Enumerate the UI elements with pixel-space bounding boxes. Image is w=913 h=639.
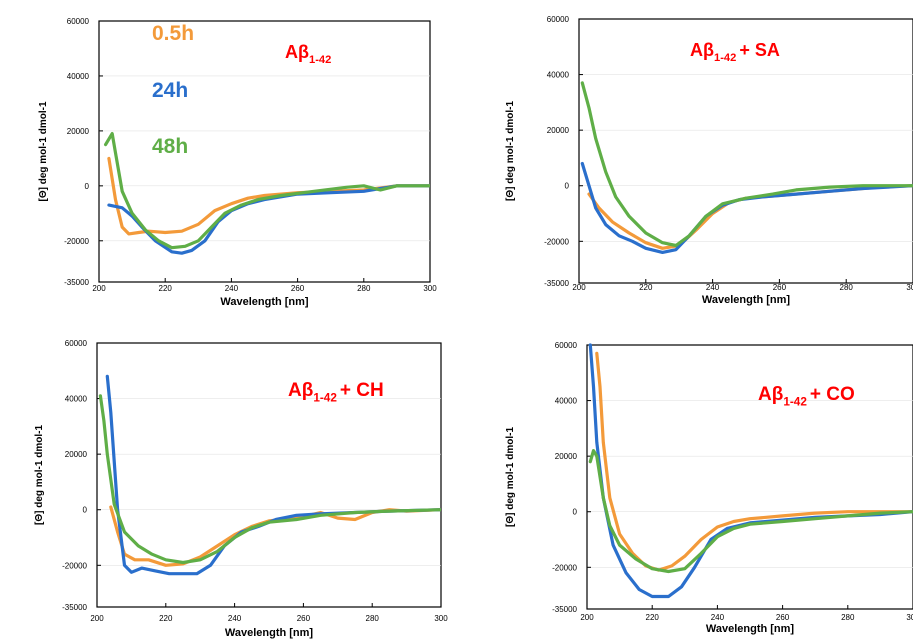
series-line-48h xyxy=(98,394,441,565)
series-line-24h xyxy=(105,374,441,576)
x-tick-label: 220 xyxy=(159,284,173,293)
y-tick-label: 20000 xyxy=(65,450,88,459)
x-axis-label: Wavelength [nm] xyxy=(702,294,791,306)
panel-title: Aβ1-42 xyxy=(285,42,331,66)
y-axis-label: [Θ] deg mol-1 dmol-1 xyxy=(34,425,45,525)
y-tick-label: -20000 xyxy=(62,561,87,570)
x-axis-label: Wavelength [nm] xyxy=(220,296,309,308)
series-group xyxy=(98,374,441,576)
x-tick-label: 240 xyxy=(711,613,725,622)
x-tick-label: 280 xyxy=(357,284,371,293)
y-tick-label: 0 xyxy=(85,182,90,191)
x-tick-label: 260 xyxy=(291,284,305,293)
series-line-48h xyxy=(580,81,913,248)
y-tick-label: 60000 xyxy=(547,15,570,24)
y-tick-label: 20000 xyxy=(547,126,570,135)
x-tick-label: 200 xyxy=(92,284,106,293)
x-tick-label: 200 xyxy=(90,614,104,623)
y-axis-label: [Θ] deg mol-1 dmol-1 xyxy=(505,101,516,201)
y-tick-label: 40000 xyxy=(555,397,578,406)
x-tick-label: 300 xyxy=(423,284,437,293)
chart-panel-2: -35000 -20000 0 20000 40000 60000 200 220 240 260… xyxy=(505,15,913,306)
y-tick-label: -20000 xyxy=(552,563,577,572)
y-tick-label: 60000 xyxy=(67,17,90,26)
panel-title: Aβ1-42 + SA xyxy=(690,40,780,64)
x-tick-label: 260 xyxy=(297,614,311,623)
plot-frame xyxy=(98,20,431,283)
series-line-48h xyxy=(104,132,430,250)
x-axis-label: Wavelength [nm] xyxy=(225,627,314,639)
x-tick-label: 260 xyxy=(773,283,787,292)
panel-title: Aβ1-42 + CO xyxy=(758,384,855,408)
x-tick-label: 280 xyxy=(366,614,380,623)
y-tick-label: 20000 xyxy=(555,452,578,461)
x-tick-label: 200 xyxy=(572,283,586,292)
series-group xyxy=(104,132,430,255)
x-tick-label: 220 xyxy=(159,614,173,623)
plot-frame xyxy=(96,342,442,608)
y-tick-label: 0 xyxy=(83,506,88,515)
chart-panel-1: -35000 -20000 0 20000 40000 60000 200 220 240 260… xyxy=(38,17,437,308)
series-line-24h xyxy=(580,161,913,254)
y-tick-label: 0 xyxy=(565,182,570,191)
y-tick-label: 20000 xyxy=(67,127,90,136)
x-tick-label: 280 xyxy=(840,283,854,292)
x-tick-label: 220 xyxy=(646,613,660,622)
x-tick-label: 280 xyxy=(841,613,855,622)
y-tick-label: -35000 xyxy=(62,603,87,612)
panel-title: Aβ1-42 + CH xyxy=(288,380,384,404)
series-group xyxy=(580,81,913,254)
y-tick-label: 0 xyxy=(573,508,578,517)
y-tick-label: 60000 xyxy=(65,339,88,348)
y-tick-label: -35000 xyxy=(552,605,577,614)
y-tick-label: 40000 xyxy=(65,395,88,404)
legend: 0.5h 24h 48h xyxy=(152,22,194,158)
y-tick-label: -20000 xyxy=(544,237,569,246)
legend-entry-48h: 48h xyxy=(152,135,188,158)
legend-entry-24h: 24h xyxy=(152,79,188,102)
chart-panel-4: -35000 -20000 0 20000 40000 60000 200 220 240 260… xyxy=(505,341,913,635)
y-axis-label: [Θ] deg mol-1 dmol-1 xyxy=(505,427,516,527)
series-line-0.5h xyxy=(587,184,913,250)
x-tick-label: 200 xyxy=(580,613,594,622)
x-axis-label: Wavelength [nm] xyxy=(706,623,795,635)
series-line-0.5h xyxy=(595,351,913,572)
x-tick-label: 240 xyxy=(225,284,239,293)
x-tick-label: 300 xyxy=(906,283,913,292)
x-tick-label: 260 xyxy=(776,613,790,622)
y-tick-label: 40000 xyxy=(67,72,90,81)
x-tick-label: 300 xyxy=(906,613,913,622)
plot-frame xyxy=(578,18,913,284)
x-tick-label: 220 xyxy=(639,283,653,292)
x-tick-label: 240 xyxy=(706,283,720,292)
chart-panel-3: -35000 -20000 0 20000 40000 60000 200 220 240 260… xyxy=(34,339,448,639)
x-tick-label: 300 xyxy=(434,614,448,623)
y-tick-label: -35000 xyxy=(544,279,569,288)
y-tick-label: -20000 xyxy=(64,237,89,246)
y-axis-label: [Θ] deg mol-1 dmol-1 xyxy=(38,101,49,201)
legend-entry-0.5h: 0.5h xyxy=(152,22,194,45)
y-tick-label: 40000 xyxy=(547,71,570,80)
series-group xyxy=(588,343,913,599)
series-line-48h xyxy=(588,449,913,574)
y-tick-label: 60000 xyxy=(555,341,578,350)
y-tick-label: -35000 xyxy=(64,278,89,287)
plot-frame xyxy=(586,344,913,610)
x-tick-label: 240 xyxy=(228,614,242,623)
